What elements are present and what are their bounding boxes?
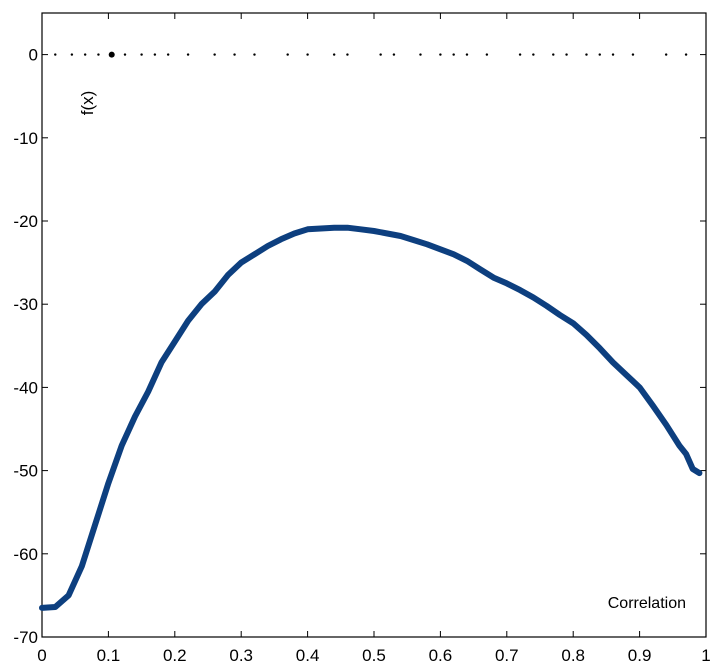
marker-point	[166, 53, 170, 56]
x-tick-label: 0.6	[429, 646, 453, 665]
marker-point	[83, 53, 87, 56]
marker-point	[565, 53, 568, 56]
y-axis-label: f(x)	[78, 91, 97, 116]
axis-ticks: 0 0.1 0.2 0.3 0.4 0.5 0.6 0.7 0.8 0.9 1 0 -10 -20 -30 -…	[13, 13, 710, 665]
y-tick-label: -50	[13, 462, 38, 481]
marker-point	[306, 53, 309, 56]
x-axis-label: Correlation	[608, 595, 686, 612]
marker-point	[108, 51, 115, 58]
x-tick-label: 0.3	[229, 646, 253, 665]
marker-point	[54, 53, 57, 56]
marker-point	[419, 53, 422, 56]
y-tick-label: -20	[13, 212, 38, 231]
y-tick-label: -30	[13, 295, 38, 314]
x-tick-label: 0.2	[163, 646, 187, 665]
y-tick-label: 0	[29, 46, 38, 65]
y-tick-label: -70	[13, 628, 38, 647]
marker-point	[439, 53, 442, 56]
x-tick-label: 0.8	[561, 646, 585, 665]
marker-point	[140, 53, 143, 56]
marker-point	[631, 53, 635, 56]
marker-point	[123, 53, 127, 56]
y-tick-label: -40	[13, 378, 38, 397]
marker-point	[452, 53, 455, 56]
marker-point	[485, 53, 489, 56]
marker-point	[286, 53, 289, 56]
marker-point	[70, 53, 74, 56]
marker-point	[598, 53, 601, 56]
marker-points	[54, 51, 688, 58]
marker-point	[552, 53, 555, 56]
marker-point	[392, 53, 396, 56]
x-tick-label: 0.1	[97, 646, 121, 665]
marker-point	[518, 53, 522, 56]
y-tick-label: -10	[13, 129, 38, 148]
x-tick-label: 0.5	[362, 646, 386, 665]
marker-point	[97, 53, 100, 56]
marker-point	[532, 53, 535, 56]
marker-point	[346, 53, 349, 56]
marker-point	[585, 53, 588, 56]
marker-point	[253, 53, 256, 56]
marker-point	[465, 53, 469, 56]
y-tick-label: -60	[13, 545, 38, 564]
marker-point	[213, 53, 216, 56]
series-line	[39, 224, 703, 611]
x-tick-label: 1	[701, 646, 710, 665]
marker-point	[379, 53, 382, 56]
x-tick-label: 0	[37, 646, 46, 665]
marker-point	[186, 53, 190, 56]
marker-point	[153, 53, 157, 56]
marker-point	[611, 53, 615, 56]
marker-point	[684, 53, 688, 56]
marker-point	[332, 53, 336, 56]
marker-point	[664, 53, 668, 56]
marker-point	[233, 53, 236, 56]
x-tick-label: 0.9	[628, 646, 652, 665]
x-tick-label: 0.4	[296, 646, 320, 665]
x-tick-label: 0.7	[495, 646, 519, 665]
